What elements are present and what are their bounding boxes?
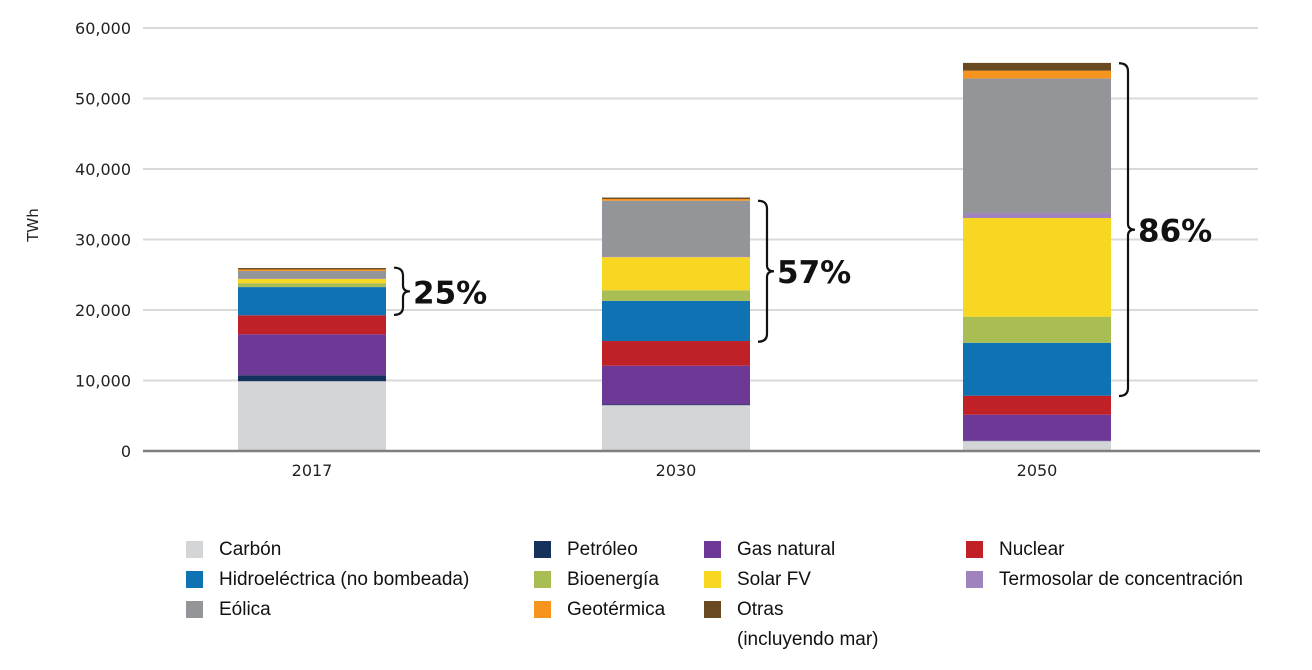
bar-segment — [238, 287, 386, 316]
bar-segment — [602, 197, 750, 199]
bar-segment — [238, 283, 386, 288]
y-axis-label: TWh — [24, 208, 42, 243]
y-tick-label: 40,000 — [75, 160, 131, 179]
y-tick-label: 0 — [121, 442, 131, 461]
bar-segment — [238, 278, 386, 284]
bar-segment — [602, 365, 750, 405]
bar-segment — [963, 217, 1111, 317]
y-tick-label: 30,000 — [75, 231, 131, 250]
brace-annotation — [1118, 62, 1136, 398]
bar-segment — [602, 257, 750, 291]
bar-segment — [238, 381, 386, 451]
x-tick-label: 2017 — [292, 461, 333, 480]
bar-segment — [238, 269, 386, 271]
bar-segment — [963, 342, 1111, 396]
bar-segment — [238, 334, 386, 376]
bar-segment — [963, 62, 1111, 71]
bar-segment — [963, 213, 1111, 218]
bar-segment — [602, 198, 750, 201]
y-tick-label: 10,000 — [75, 372, 131, 391]
bar-segment — [963, 78, 1111, 214]
bar-segment — [602, 290, 750, 301]
bar-segment — [602, 405, 750, 451]
y-tick-label: 60,000 — [75, 19, 131, 38]
bar-segment — [963, 70, 1111, 79]
percentage-label: 86% — [1138, 214, 1212, 250]
bar-segment — [238, 270, 386, 279]
y-tick-label: 20,000 — [75, 301, 131, 320]
bar-segment — [602, 256, 750, 258]
percentage-label: 57% — [777, 255, 851, 291]
bar-segment — [238, 268, 386, 270]
bar-segment — [602, 404, 750, 406]
bar-segment — [963, 414, 1111, 441]
bar-segment — [238, 315, 386, 335]
y-tick-label: 50,000 — [75, 90, 131, 109]
x-tick-label: 2030 — [656, 461, 697, 480]
bar-segment — [238, 375, 386, 382]
bar-segment — [963, 441, 1111, 451]
bar-segment — [602, 200, 750, 257]
bar-segment — [602, 300, 750, 342]
brace-annotation — [757, 199, 775, 343]
bar-segment — [963, 316, 1111, 343]
x-tick-label: 2050 — [1017, 461, 1058, 480]
bar-segment — [963, 395, 1111, 415]
brace-annotation — [393, 266, 411, 317]
percentage-label: 25% — [413, 275, 487, 311]
bar-segment — [602, 341, 750, 366]
